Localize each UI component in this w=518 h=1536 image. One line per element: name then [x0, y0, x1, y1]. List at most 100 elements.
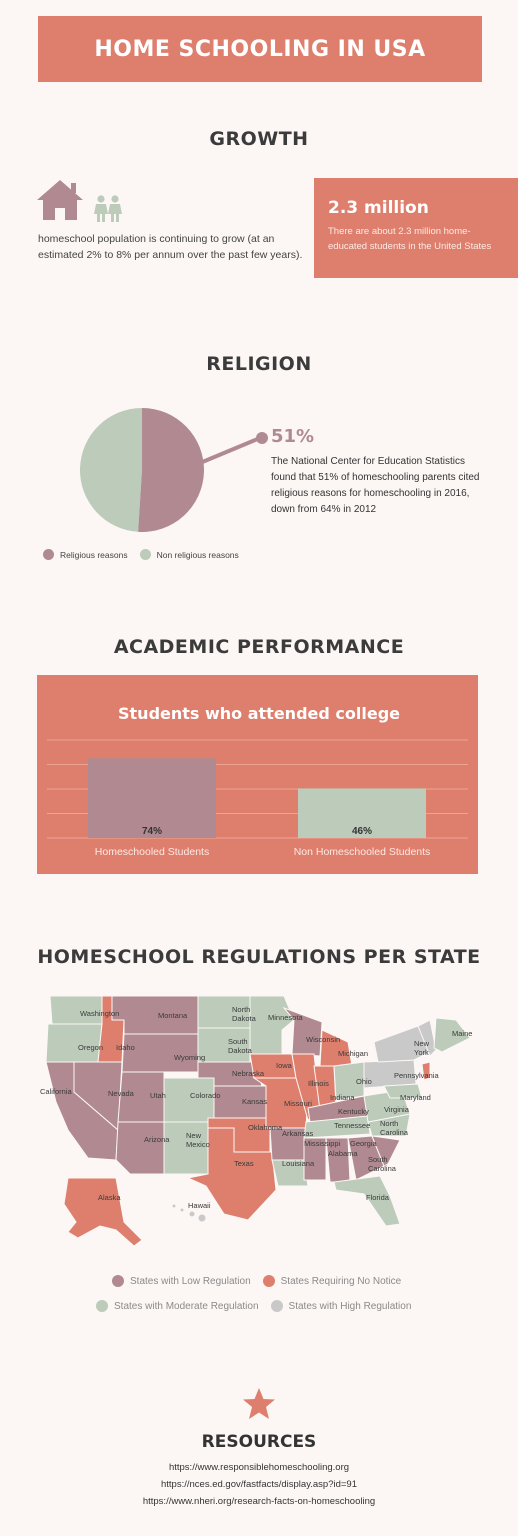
map-label-nevada: Nevada [108, 1089, 135, 1098]
map-state-new-england [417, 1019, 437, 1057]
map-label-indiana: Indiana [330, 1093, 355, 1102]
legend-dot [139, 549, 151, 560]
map-legend-row-1: States with Low Regulation States Requir… [112, 1275, 401, 1287]
map-label-illinois: Illinois [308, 1079, 329, 1088]
map-state-tennessee [303, 1115, 371, 1139]
us-regulation-map: Washington Montana North Dakota Minnesota Mai… [40, 995, 472, 1247]
map-label-hawaii: Hawaii [188, 1201, 211, 1210]
map-label-washington: Washington [80, 1009, 119, 1018]
resources-heading: RESOURCES [201, 1432, 317, 1452]
chart-value-label: 74% [142, 826, 162, 837]
map-label-oklahoma: Oklahoma [248, 1123, 283, 1132]
legend-label: States with Low Regulation [130, 1275, 251, 1287]
map-labels: Washington Montana North Dakota Minnesota Mai… [40, 1005, 472, 1210]
map-legend-moderate: States with Moderate Regulation [96, 1300, 259, 1312]
legend-dot [270, 1300, 283, 1312]
academic-heading: ACADEMIC PERFORMANCE [113, 636, 405, 658]
legend-label: States with High Regulation [288, 1300, 412, 1312]
map-label-idaho: Idaho [116, 1043, 135, 1052]
map-state-texas [186, 1127, 277, 1221]
map-label-new-york: New York [414, 1039, 430, 1057]
map-state-new-jersey [421, 1061, 431, 1081]
map-label-michigan: Michigan [338, 1049, 368, 1058]
pie-slice-non-religious [80, 408, 142, 532]
growth-icons [37, 180, 122, 222]
religion-pie-chart [80, 408, 268, 532]
legend-label: Non religious reasons [156, 549, 239, 560]
resource-link-2[interactable]: https://nces.ed.gov/fastfacts/display.as… [160, 1479, 357, 1490]
map-state-maryland [383, 1083, 423, 1099]
map-state-arizona [115, 1121, 165, 1175]
map-legend-row-2: States with Moderate Regulation States w… [96, 1300, 411, 1312]
college-bar-chart: 74% Homeschooled Students 46% Non Homeschoo… [47, 739, 468, 858]
pie-connector-line [199, 436, 261, 465]
map-state-new-york [373, 1025, 431, 1063]
map-label-louisiana: Louisiana [282, 1159, 315, 1168]
map-shapes [45, 995, 471, 1247]
religion-legend: Religious reasons Non religious reasons [43, 549, 239, 560]
religion-description: The National Center for Education Statis… [271, 456, 480, 515]
page-title: HOME SCHOOLING IN USA [94, 36, 426, 62]
legend-label: States Requiring No Notice [280, 1275, 402, 1287]
map-label-alaska: Alaska [98, 1193, 121, 1202]
map-label-arkansas: Arkansas [282, 1129, 314, 1138]
legend-label: Religious reasons [60, 549, 128, 560]
religion-heading: RELIGION [206, 353, 312, 375]
map-label-nebraska: Nebraska [232, 1069, 265, 1078]
resource-link-3[interactable]: https://www.nheri.org/research-facts-on-… [142, 1496, 376, 1507]
house-icon [37, 180, 83, 220]
map-state-colorado [163, 1077, 215, 1123]
map-label-colorado: Colorado [190, 1091, 220, 1100]
map-label-maryland: Maryland [400, 1093, 431, 1102]
resource-link-1[interactable]: https://www.responsiblehomeschooling.org [168, 1462, 350, 1473]
star-icon [243, 1388, 275, 1419]
legend-label: States with Moderate Regulation [114, 1300, 259, 1312]
map-label-arizona: Arizona [144, 1135, 170, 1144]
page-title-banner: HOME SCHOOLING IN USA [38, 16, 482, 82]
legend-item-religious: Religious reasons [43, 549, 128, 560]
map-label-georgia: Georgia [350, 1139, 378, 1148]
map-legend-high: States with High Regulation [270, 1300, 412, 1312]
growth-stat-text: There are about 2.3 million home-educate… [328, 226, 492, 252]
legend-dot [112, 1275, 124, 1287]
map-state-florida [333, 1175, 401, 1227]
legend-item-non-religious: Non religious reasons [139, 549, 239, 560]
map-state-minnesota [249, 995, 295, 1055]
map-label-utah: Utah [150, 1091, 166, 1100]
map-label-tennessee: Tennessee [334, 1121, 370, 1130]
legend-dot [96, 1300, 108, 1312]
map-label-north-carolina: North Carolina [380, 1119, 409, 1137]
growth-heading: GROWTH [209, 128, 309, 150]
map-legend-no-notice: States Requiring No Notice [262, 1275, 402, 1287]
map-label-wisconsin: Wisconsin [306, 1035, 340, 1044]
legend-dot [262, 1275, 275, 1287]
religion-percent: 51% [271, 426, 315, 447]
map-label-minnesota: Minnesota [268, 1013, 303, 1022]
chart-bar [298, 788, 426, 838]
map-state-hawaii [171, 1203, 207, 1223]
map-label-new-mexico: New Mexico [186, 1131, 210, 1149]
map-label-florida: Florida [366, 1193, 390, 1202]
chart-bar [88, 758, 216, 838]
map-state-maine [433, 1017, 471, 1053]
map-state-louisiana [271, 1159, 309, 1187]
map-label-virginia: Virginia [384, 1105, 410, 1114]
chart-category-label: Non Homeschooled Students [294, 846, 431, 858]
growth-description: homeschool population is continuing to g… [38, 233, 303, 261]
map-state-mississippi [303, 1137, 327, 1181]
growth-stat-value: 2.3 million [328, 198, 429, 218]
legend-dot [43, 549, 54, 560]
map-label-north-dakota: North Dakota [232, 1005, 257, 1023]
map-label-wyoming: Wyoming [174, 1053, 205, 1062]
pie-connector-dot [256, 432, 268, 444]
map-label-missouri: Missouri [284, 1099, 312, 1108]
growth-stat-box: 2.3 million There are about 2.3 million … [314, 178, 518, 278]
map-label-mississippi: Mississippi [304, 1139, 341, 1148]
map-label-ohio: Ohio [356, 1077, 372, 1086]
pie-slice-religious [138, 408, 205, 532]
map-state-alaska [63, 1177, 143, 1247]
map-label-iowa: Iowa [276, 1061, 293, 1070]
map-label-alabama: Alabama [328, 1149, 358, 1158]
map-label-kansas: Kansas [242, 1097, 267, 1106]
children-icon [94, 195, 122, 222]
